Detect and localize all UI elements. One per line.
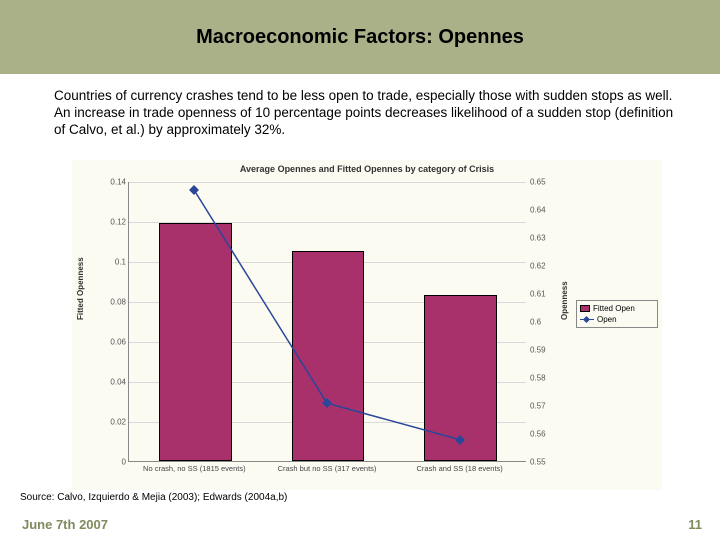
legend-swatch-line [580, 319, 594, 320]
bar [159, 223, 232, 461]
y-right-tick-labels: 0.550.560.570.580.590.60.610.620.630.640… [530, 182, 554, 462]
footer-date: June 7th 2007 [22, 517, 108, 532]
legend-label-fitted: Fitted Open [593, 304, 635, 313]
chart-legend: Fitted Open Open [576, 300, 658, 328]
footer: June 7th 2007 11 [0, 511, 720, 540]
chart-title: Average Opennes and Fitted Opennes by ca… [72, 164, 662, 174]
bar [292, 251, 365, 461]
legend-item-open: Open [580, 314, 654, 325]
chart-container: Average Opennes and Fitted Opennes by ca… [72, 160, 662, 490]
body-paragraph: Countries of currency crashes tend to be… [0, 74, 720, 143]
title-band: Macroeconomic Factors: Opennes [0, 0, 720, 74]
slide-title: Macroeconomic Factors: Opennes [196, 26, 524, 49]
plot-area [128, 182, 526, 462]
y-left-tick-labels: 00.020.040.060.080.10.120.14 [102, 182, 126, 462]
legend-item-fitted: Fitted Open [580, 303, 654, 314]
legend-label-open: Open [597, 315, 617, 324]
y-left-axis-title: Fitted Openness [76, 257, 85, 320]
footer-page: 11 [688, 517, 702, 532]
legend-swatch-bar [580, 305, 590, 312]
y-right-axis-title: Openness [560, 281, 569, 320]
x-tick-labels: No crash, no SS (1815 events)Crash but n… [128, 464, 526, 476]
source-citation: Source: Calvo, Izquierdo & Mejia (2003);… [20, 492, 287, 503]
